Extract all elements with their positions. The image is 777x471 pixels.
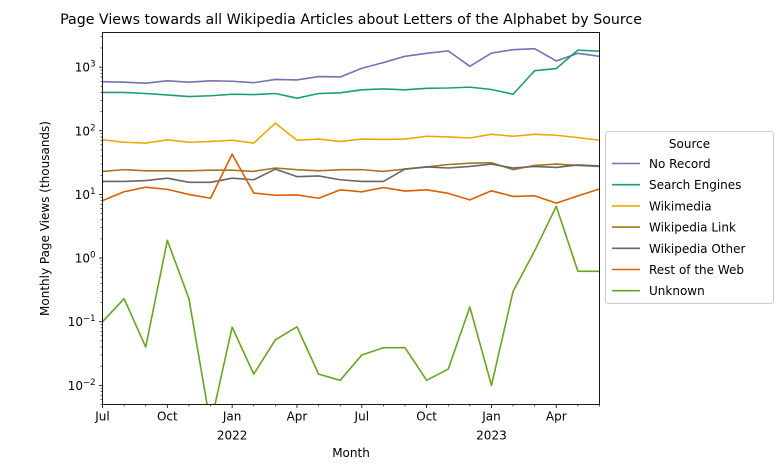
series-line-wikipedia-other <box>102 163 600 184</box>
x-tick-label: Apr <box>287 410 308 424</box>
chart-title: Page Views towards all Wikipedia Article… <box>60 12 642 28</box>
legend-title: Source <box>669 137 710 151</box>
y-tick-label: 101 <box>75 187 96 202</box>
y-tick-label: 103 <box>75 60 96 75</box>
x-tick-year-label: 2023 <box>476 429 507 443</box>
legend-label-wikipedia-other: Wikipedia Other <box>649 242 745 256</box>
legend-frame <box>605 131 774 304</box>
legend-label-unknown: Unknown <box>649 284 705 298</box>
y-axis: 10−2 10−1 100 101 102 103 <box>68 36 103 405</box>
plot-frame <box>102 32 600 405</box>
series-line-search-engines <box>102 49 600 99</box>
series-line-unknown <box>102 205 600 405</box>
series-line-rest-of-the-web <box>102 153 600 204</box>
legend: Source No Record Search Engines Wikimedia W… <box>605 131 774 304</box>
y-tick-label: 10−1 <box>68 314 96 329</box>
series-line-wikipedia-link <box>102 161 600 173</box>
x-tick-label: Jul <box>354 410 369 424</box>
y-tick-label: 102 <box>75 123 96 138</box>
series-line-wikimedia <box>102 122 600 144</box>
legend-label-no-record: No Record <box>649 157 711 171</box>
legend-label-rest-of-the-web: Rest of the Web <box>649 263 744 277</box>
legend-label-wikimedia: Wikimedia <box>649 199 712 213</box>
y-tick-label: 10−2 <box>68 378 96 393</box>
x-tick-label: Oct <box>416 410 437 424</box>
y-axis-label: Monthly Page Views (thousands) <box>38 121 52 316</box>
series-line-no-record <box>102 47 600 84</box>
x-tick-label: Oct <box>157 410 178 424</box>
x-tick-label: Jul <box>94 410 109 424</box>
x-tick-label: Jan <box>222 410 242 424</box>
legend-label-search-engines: Search Engines <box>649 178 741 192</box>
x-tick-year-label: 2022 <box>217 429 248 443</box>
y-tick-label: 100 <box>75 251 96 266</box>
x-axis: Jul Oct Jan 2022 Apr Jul Oct Jan 2023 Apr <box>94 404 600 443</box>
plot-area <box>102 47 600 405</box>
x-tick-label: Apr <box>546 410 567 424</box>
x-axis-label: Month <box>332 446 370 460</box>
legend-label-wikipedia-link: Wikipedia Link <box>649 221 736 235</box>
x-tick-label: Jan <box>481 410 501 424</box>
